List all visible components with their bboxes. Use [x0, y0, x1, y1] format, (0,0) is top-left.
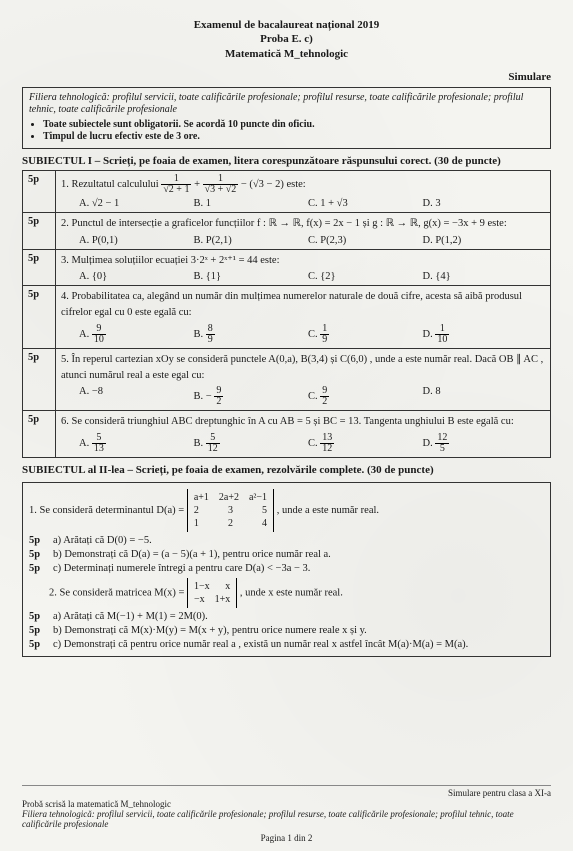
q2-opt-c: C. P(2,3) — [308, 235, 423, 246]
q4-stem: 4. Probabilitatea ca, alegând un număr d… — [61, 289, 545, 321]
p1b-pts: 5p — [29, 549, 53, 560]
q1-opt-b: B. 1 — [194, 198, 309, 209]
q6-opt-a: A. 513 — [79, 433, 194, 454]
p2c: c) Demonstrați că pentru orice număr rea… — [53, 639, 544, 650]
q5-opt-d: D. 8 — [423, 386, 538, 407]
p2c-pts: 5p — [29, 639, 53, 650]
q4-opt-c: C. 19 — [308, 324, 423, 345]
q5-stem: 5. În reperul cartezian xOy se consideră… — [61, 352, 545, 384]
p1c: c) Determinați numerele întregi a pentru… — [53, 563, 544, 574]
meta-bullet-2: Timpul de lucru efectiv este de 3 ore. — [43, 131, 544, 144]
q1-opt-c: C. 1 + √3 — [308, 198, 423, 209]
q3-opt-a: A. {0} — [79, 271, 194, 282]
p2a-pts: 5p — [29, 611, 53, 622]
q3-cell: 3. Mulțimea soluțiilor ecuației 3·2ˣ + 2… — [56, 249, 551, 286]
p1b: b) Demonstrați că D(a) = (a − 5)(a + 1),… — [53, 549, 544, 560]
p1c-pts: 5p — [29, 563, 53, 574]
q6-opt-c: C. 1312 — [308, 433, 423, 454]
section1-title: SUBIECTUL I – Scrieți, pe foaia de exame… — [22, 155, 551, 167]
p2b: b) Demonstrați că M(x)·M(y) = M(x + y), … — [53, 625, 544, 636]
p1a-pts: 5p — [29, 535, 53, 546]
section2-box: 1. Se consideră determinantul D(a) = a+1… — [22, 482, 551, 657]
section2-title: SUBIECTUL al II-lea – Scrieți, pe foaia … — [22, 464, 551, 476]
footer-sim: Simulare pentru clasa a XI-a — [22, 788, 551, 798]
q1-opt-a: A. √2 − 1 — [79, 198, 194, 209]
q5-cell: 5. În reperul cartezian xOy se consideră… — [56, 348, 551, 411]
q1-cell: 1. Rezultatul calculului 1√2 + 1 + 1√3 +… — [56, 170, 551, 212]
exam-proba: Proba E. c) — [22, 32, 551, 46]
footer-l1: Probă scrisă la matematică M_tehnologic — [22, 799, 551, 809]
p2b-pts: 5p — [29, 625, 53, 636]
q2-opt-b: B. P(2,1) — [194, 235, 309, 246]
q6-points: 5p — [23, 411, 56, 458]
footer-l2: Filiera tehnologică: profilul servicii, … — [22, 809, 551, 830]
q4-opt-a: A. 910 — [79, 324, 194, 345]
q5-opt-a: A. −8 — [79, 386, 194, 407]
p1a: a) Arătați că D(0) = −5. — [53, 535, 544, 546]
q5-opt-b: B. − 92 — [194, 386, 309, 407]
q6-opt-d: D. 125 — [423, 433, 538, 454]
q3-opt-b: B. {1} — [194, 271, 309, 282]
p2a: a) Arătați că M(−1) + M(1) = 2M(0). — [53, 611, 544, 622]
q4-opt-d: D. 110 — [423, 324, 538, 345]
q2-cell: 2. Punctul de intersecție a graficelor f… — [56, 212, 551, 249]
q2-opt-d: D. P(1,2) — [423, 235, 538, 246]
q1-opt-d: D. 3 — [423, 198, 538, 209]
q5-opt-c: C. 92 — [308, 386, 423, 407]
q6-stem: 6. Se consideră triunghiul ABC dreptungh… — [61, 414, 545, 430]
q3-opt-c: C. {2} — [308, 271, 423, 282]
q2-opt-a: A. P(0,1) — [79, 235, 194, 246]
p1-stem: 1. Se consideră determinantul D(a) = a+1… — [29, 489, 544, 532]
q6-opt-b: B. 512 — [194, 433, 309, 454]
meta-intro: Filiera tehnologică: profilul servicii, … — [29, 92, 544, 117]
q1-stem-a: 1. Rezultatul calculului — [61, 179, 161, 190]
footer-page: Pagina 1 din 2 — [22, 833, 551, 843]
q2-stem: 2. Punctul de intersecție a graficelor f… — [61, 216, 545, 232]
q1-points: 5p — [23, 170, 56, 212]
footer: Simulare pentru clasa a XI-a Probă scris… — [22, 785, 551, 843]
q3-stem: 3. Mulțimea soluțiilor ecuației 3·2ˣ + 2… — [61, 253, 545, 269]
q4-cell: 4. Probabilitatea ca, alegând un număr d… — [56, 286, 551, 349]
q2-points: 5p — [23, 212, 56, 249]
q1-stem-b: este: — [286, 179, 305, 190]
section1-table: 5p 1. Rezultatul calculului 1√2 + 1 + 1√… — [22, 170, 551, 458]
exam-title: Examenul de bacalaureat național 2019 — [22, 18, 551, 32]
q3-opt-d: D. {4} — [423, 271, 538, 282]
simulare-label: Simulare — [22, 71, 551, 83]
q5-points: 5p — [23, 348, 56, 411]
q3-points: 5p — [23, 249, 56, 286]
exam-subject: Matematică M_tehnologic — [22, 47, 551, 61]
q4-opt-b: B. 89 — [194, 324, 309, 345]
meta-bullet-1: Toate subiectele sunt obligatorii. Se ac… — [43, 119, 544, 132]
q6-cell: 6. Se consideră triunghiul ABC dreptungh… — [56, 411, 551, 458]
p2-stem: 2. Se consideră matricea M(x) = 1−xx −x1… — [49, 578, 544, 608]
q4-points: 5p — [23, 286, 56, 349]
meta-box: Filiera tehnologică: profilul servicii, … — [22, 87, 551, 149]
